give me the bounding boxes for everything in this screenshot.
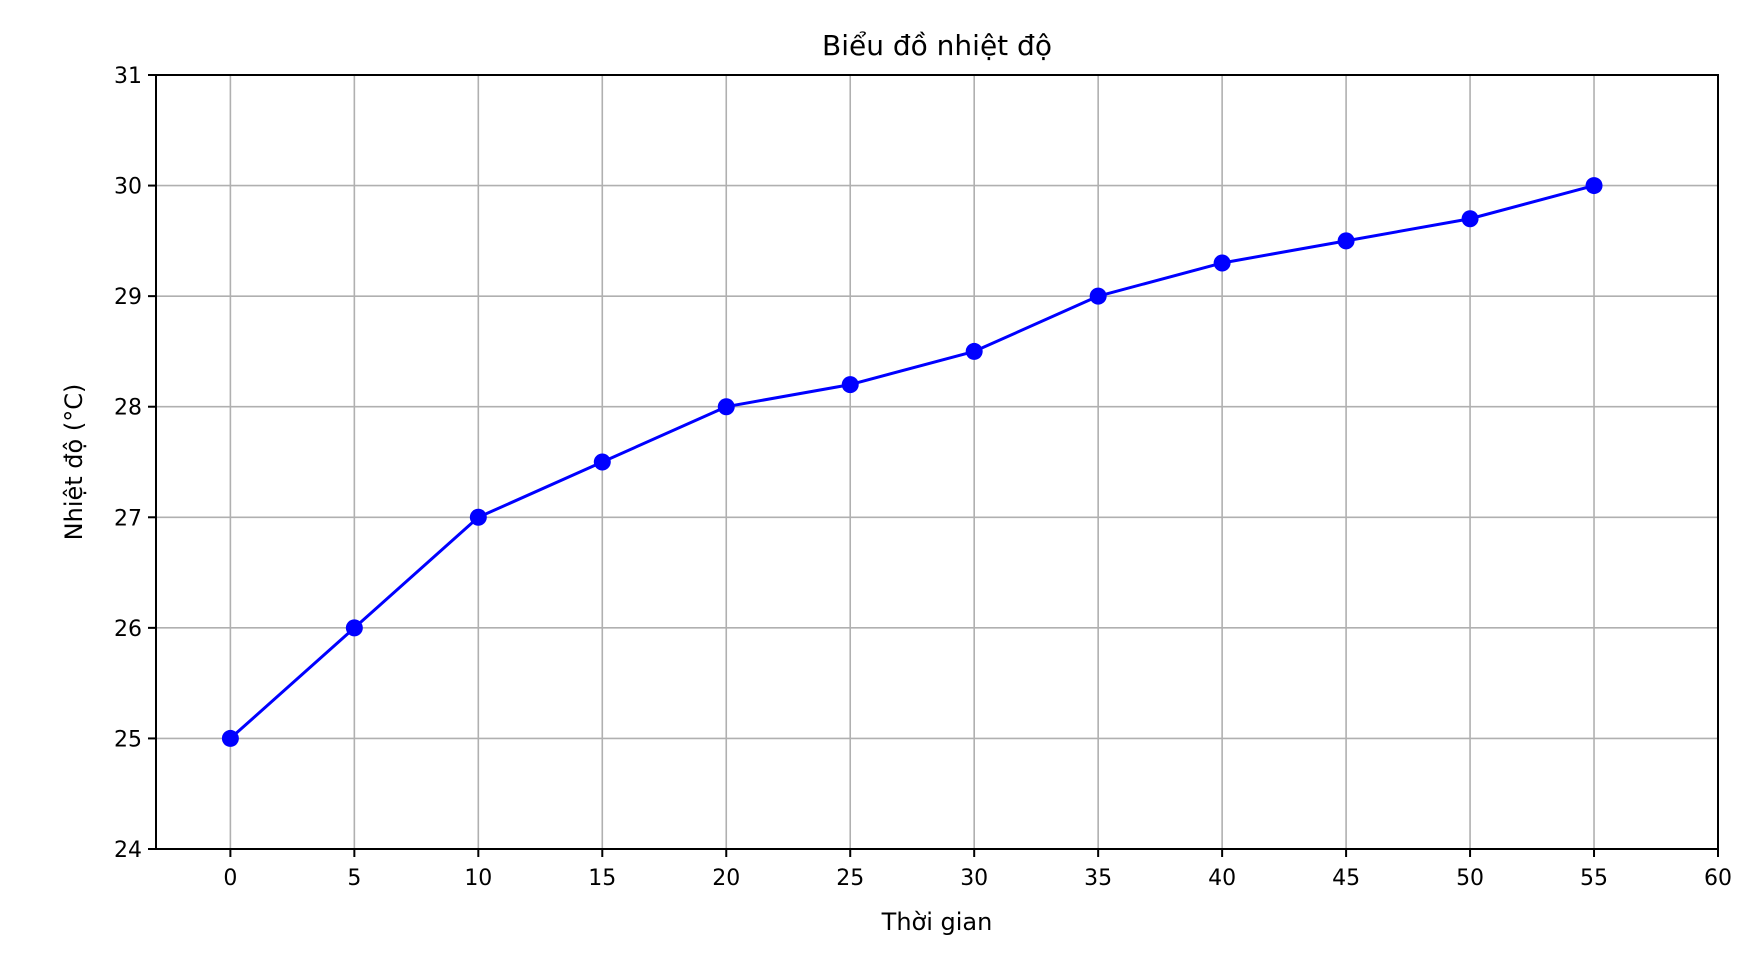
y-tick-label: 29 [114,285,142,310]
grid [156,74,1719,850]
data-point [965,342,983,360]
x-tick-label: 15 [588,866,616,891]
x-tick-label: 45 [1332,866,1360,891]
x-tick-label: 10 [464,866,492,891]
series-line [229,184,1595,740]
y-tick-label: 27 [114,506,142,531]
x-tick-label: 30 [960,866,988,891]
data-point [221,729,239,747]
series-layer [221,177,1603,747]
x-axis-label: Thời gian [881,908,993,936]
y-tick-label: 25 [114,727,142,752]
x-tick-label: 35 [1084,866,1112,891]
x-tick-label: 50 [1456,866,1484,891]
x-tick-label: 40 [1208,866,1236,891]
x-tick-label: 60 [1704,866,1732,891]
data-point [345,619,363,637]
data-point [841,376,859,394]
data-point [1089,287,1107,305]
y-tick-label: 24 [114,838,142,863]
y-axis-label: Nhiệt độ (°C) [60,384,88,541]
y-tick-label: 30 [114,175,142,200]
data-point [717,398,735,416]
x-tick-label: 20 [712,866,740,891]
chart-title: Biểu đồ nhiệt độ [822,29,1052,62]
x-tick-label: 55 [1580,866,1608,891]
ticks: 0 5 10 15 20 25 30 35 40 45 50 55 60 24 25 26 27 28 29 30 31 [114,64,1732,891]
data-point [469,508,487,526]
data-point [593,453,611,471]
y-tick-label: 26 [114,617,142,642]
data-point [1213,254,1231,272]
data-point [1337,232,1355,250]
y-tick-label: 31 [114,64,142,89]
plot-area-frame [155,74,1719,850]
y-tick-label: 28 [114,396,142,421]
data-point [1461,210,1479,228]
x-tick-label: 25 [836,866,864,891]
x-tick-label: 5 [347,866,361,891]
data-point [1585,177,1603,195]
x-tick-label: 0 [223,866,237,891]
